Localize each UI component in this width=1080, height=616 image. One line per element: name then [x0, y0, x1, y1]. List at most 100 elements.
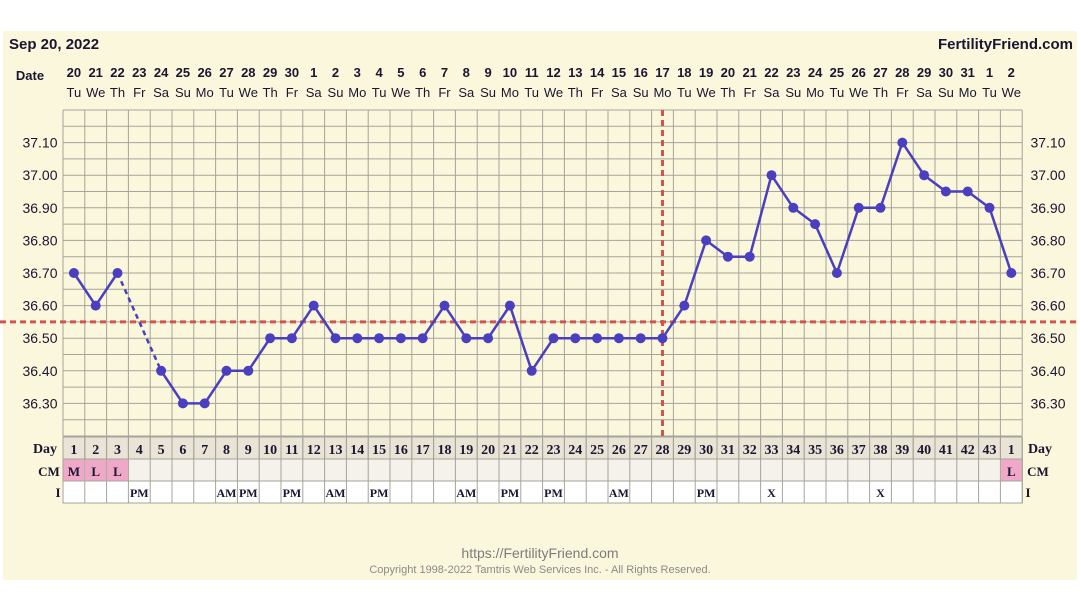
intercourse-value: PM [130, 486, 149, 500]
temperature-line-segment [247, 337, 272, 372]
date-label: 29 [917, 65, 931, 80]
date-label: 1 [986, 65, 993, 80]
date-label: 2 [1008, 65, 1015, 80]
weekday-label: Su [785, 85, 801, 100]
cycle-day-label: 24 [568, 443, 582, 458]
date-label: 7 [441, 65, 448, 80]
temperature-point [1006, 268, 1017, 278]
temperature-point [853, 202, 864, 213]
temperature-point [613, 333, 624, 344]
intercourse-value: PM [501, 486, 520, 500]
weekday-label: We [86, 85, 105, 100]
temperature-point [831, 268, 842, 278]
weekday-label: Fr [591, 85, 604, 100]
cycle-day-label: 40 [917, 443, 931, 458]
temperature-point [984, 202, 995, 213]
cycle-day-label: 17 [416, 443, 430, 458]
weekday-label: Sa [611, 85, 628, 100]
cycle-day-label: 5 [158, 443, 165, 458]
cycle-day-label: 11 [285, 443, 298, 458]
temperature-point [439, 300, 450, 311]
temperature-point [570, 333, 581, 344]
footer-url[interactable]: https://FertilityFriend.com [461, 545, 619, 561]
weekday-label: Tu [982, 85, 997, 100]
date-label: 16 [633, 65, 647, 80]
temperature-point [526, 365, 537, 376]
cycle-day-label: 42 [961, 443, 975, 458]
y-tick-label-left: 37.10 [22, 135, 57, 151]
cycle-day-label: 23 [547, 443, 561, 458]
temperature-line-segment [508, 305, 533, 372]
intercourse-value: X [767, 486, 776, 500]
weekday-label: Fr [133, 85, 146, 100]
weekday-label: Th [720, 85, 735, 100]
weekday-label: Sa [306, 85, 323, 100]
temperature-line-segment [530, 337, 555, 372]
cycle-day-label: 30 [699, 443, 713, 458]
cycle-day-label: 4 [136, 443, 143, 458]
temperature-line-segment [879, 142, 904, 209]
cycle-day-label: 21 [503, 443, 517, 458]
date-label: 27 [873, 65, 887, 80]
cm-cell [63, 459, 85, 481]
y-tick-label-left: 36.40 [22, 363, 57, 379]
weekday-label: Th [263, 85, 278, 100]
temperature-point [875, 202, 886, 213]
cycle-day-label: 10 [263, 443, 277, 458]
temperature-point [548, 333, 559, 344]
date-label: 30 [939, 65, 953, 80]
temperature-line-segment [203, 370, 228, 405]
y-tick-label-right: 37.10 [1030, 135, 1065, 151]
temperature-point [90, 300, 101, 311]
temperature-point [199, 398, 210, 409]
weekday-label: Mo [653, 85, 671, 100]
y-tick-label-left: 36.80 [22, 232, 57, 248]
temperature-line-segment [487, 304, 511, 339]
weekday-label: We [391, 85, 410, 100]
cycle-day-label: 8 [223, 443, 230, 458]
cycle-day-label: 7 [201, 443, 208, 458]
weekday-label: Mo [196, 85, 214, 100]
cm-value: L [91, 464, 100, 479]
cycle-day-label: 32 [743, 443, 757, 458]
y-tick-label-right: 36.90 [1030, 200, 1065, 216]
cm-value: L [113, 464, 122, 479]
weekday-label: Mo [959, 85, 977, 100]
temperature-point [657, 333, 668, 344]
temperature-point [352, 333, 363, 344]
y-tick-label-right: 36.30 [1030, 395, 1065, 411]
temperature-point [483, 333, 494, 344]
weekday-label: We [849, 85, 868, 100]
temperature-point [504, 300, 515, 311]
date-label: 23 [132, 65, 146, 80]
weekday-label: Tu [830, 85, 845, 100]
temperature-point [308, 300, 319, 311]
temperature-point [962, 186, 973, 197]
y-tick-label-left: 37.00 [22, 167, 57, 183]
weekday-label: We [544, 85, 563, 100]
weekday-label: Th [110, 85, 125, 100]
temperature-point [635, 333, 646, 344]
cycle-day-label: 34 [786, 443, 800, 458]
temperature-line-segment [988, 207, 1013, 274]
cm-value: L [1007, 464, 1016, 479]
cycle-day-label: 12 [307, 443, 321, 458]
date-label: 28 [895, 65, 909, 80]
temperature-point [722, 251, 733, 262]
cycle-day-label: 38 [874, 443, 888, 458]
y-tick-label-left: 36.50 [22, 330, 57, 346]
cycle-day-label: 9 [245, 443, 252, 458]
weekday-label: Su [328, 85, 344, 100]
date-label: 13 [568, 65, 582, 80]
cycle-day-label: 2 [92, 443, 99, 458]
day-row-label-left: Day [33, 442, 57, 457]
temperature-line-segment [661, 304, 686, 339]
cycle-day-label: 33 [765, 443, 779, 458]
temperature-point [788, 202, 799, 213]
date-label: 14 [590, 65, 605, 80]
cm-cell [107, 459, 128, 481]
cycle-day-label: 19 [459, 443, 473, 458]
temperature-point [374, 333, 385, 344]
date-label: 9 [484, 65, 491, 80]
